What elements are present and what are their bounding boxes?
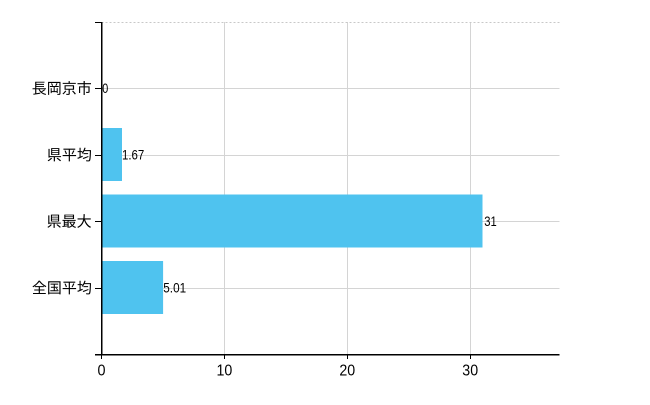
svg-text:30: 30 [462,363,478,380]
svg-text:10: 10 [217,363,233,380]
svg-text:5.01: 5.01 [163,280,186,296]
svg-text:1.67: 1.67 [122,147,144,163]
svg-text:0: 0 [102,80,108,96]
svg-text:0: 0 [98,363,106,380]
svg-text:20: 20 [339,363,355,380]
svg-text:31: 31 [484,213,497,229]
